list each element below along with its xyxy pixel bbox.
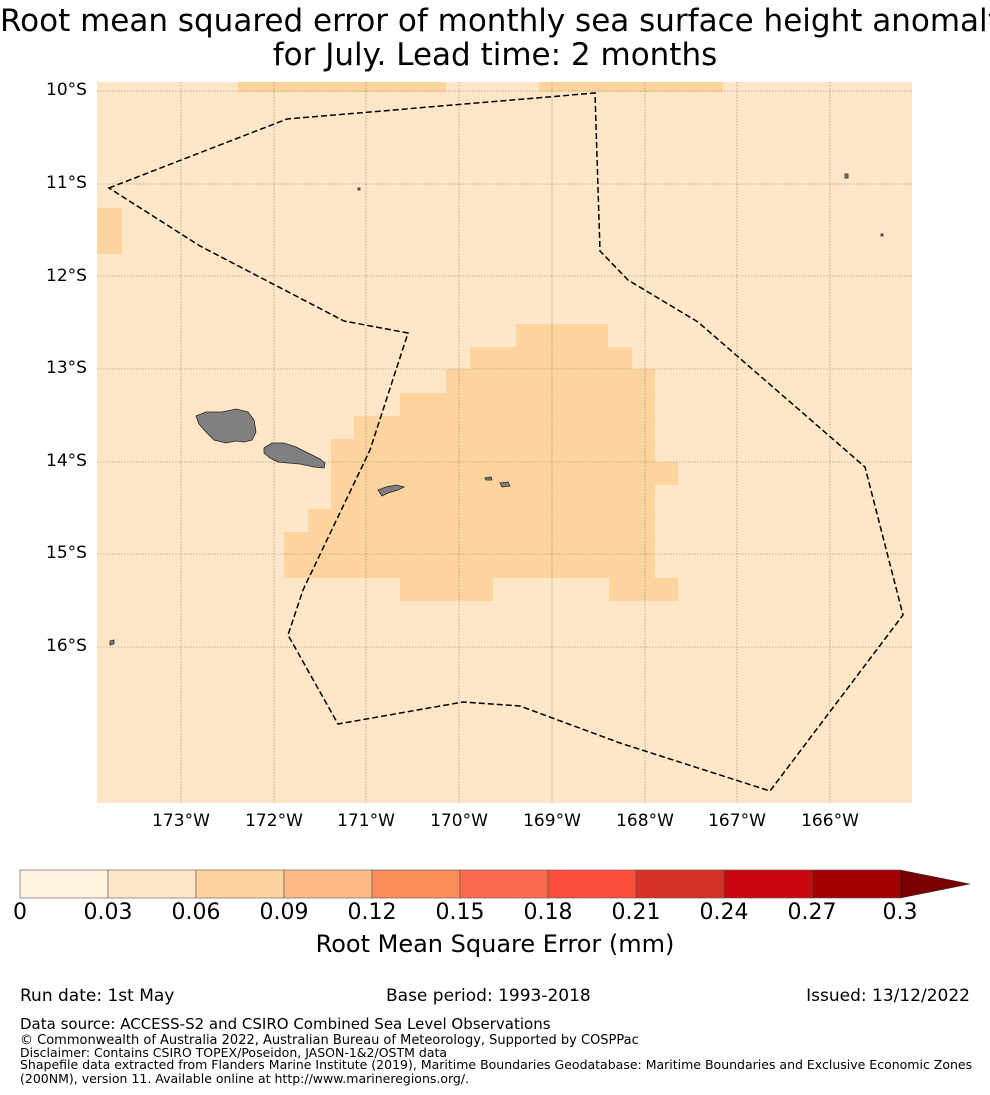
lon-label-167w: 167°W: [708, 811, 766, 831]
lat-label-13s: 13°S: [46, 358, 87, 378]
tau-island: [499, 481, 511, 488]
lon-label-171w: 171°W: [337, 811, 395, 831]
base-period: Base period: 1993-2018: [386, 986, 591, 1006]
colorbar-tick-label: 0.09: [259, 900, 309, 925]
lon-label-166w: 166°W: [801, 811, 859, 831]
colorbar-tick-label: 0.06: [171, 900, 221, 925]
colorbar-tick-label: 0.03: [83, 900, 133, 925]
colorbar-tick-label: 0.3: [882, 900, 918, 925]
colorbar-segment: [635, 869, 725, 899]
shapefile-credit-1: Shapefile data extracted from Flanders M…: [20, 1057, 973, 1072]
rmse-anomaly-cells: [97, 82, 723, 601]
copyright: © Commonwealth of Australia 2022, Austra…: [20, 1033, 639, 1048]
lon-label-169w: 169°W: [523, 811, 581, 831]
colorbar-segment: [547, 869, 637, 899]
colorbar-segment: [811, 869, 901, 899]
lon-label-173w: 173°W: [152, 811, 210, 831]
issued-date: Issued: 13/12/2022: [806, 986, 970, 1006]
title-line-1: Root mean squared error of monthly sea s…: [0, 3, 990, 39]
colorbar-segment: [107, 869, 197, 899]
savaii-island: [195, 408, 257, 444]
small-island-east-2: [880, 233, 884, 237]
lon-label-170w: 170°W: [430, 811, 488, 831]
colorbar-segment: [371, 869, 461, 899]
data-source: Data source: ACCESS-S2 and CSIRO Combine…: [20, 1015, 551, 1033]
small-island-north: [357, 187, 361, 191]
eez-boundary-north: [107, 92, 904, 792]
lon-label-168w: 168°W: [616, 811, 674, 831]
colorbar-tick-label: 0.12: [347, 900, 397, 925]
lat-label-10s: 10°S: [46, 80, 87, 100]
shapefile-credit-2: (200NM), version 11. Available online at…: [20, 1071, 470, 1086]
colorbar-segment: [283, 869, 373, 899]
small-island-west: [109, 639, 115, 646]
colorbar-segment: [19, 869, 109, 899]
lon-label-172w: 172°W: [245, 811, 303, 831]
colorbar-tick-label: 0: [13, 900, 27, 925]
small-island-east: [844, 173, 849, 179]
colorbar-segment: [459, 869, 549, 899]
chart-title: Root mean squared error of monthly sea s…: [0, 4, 990, 72]
lat-label-15s: 15°S: [46, 543, 87, 563]
disclaimer: Disclaimer: Contains CSIRO TOPEX/Poseido…: [20, 1045, 448, 1060]
lat-label-12s: 12°S: [46, 266, 87, 286]
colorbar-tick-label: 0.27: [787, 900, 837, 925]
lat-label-16s: 16°S: [46, 636, 87, 656]
map-gridlines: [97, 82, 912, 803]
ofu-island: [484, 476, 493, 481]
lat-label-11s: 11°S: [46, 173, 87, 193]
colorbar-tick-label: 0.18: [523, 900, 573, 925]
tutuila-island: [377, 484, 406, 497]
colorbar-segment: [723, 869, 813, 899]
colorbar-tick-label: 0.21: [611, 900, 661, 925]
title-line-2: for July. Lead time: 2 months: [272, 37, 718, 73]
colorbar-extend-arrow: [899, 869, 971, 899]
samoa-islands: [109, 173, 884, 646]
colorbar-tick-label: 0.24: [699, 900, 749, 925]
colorbar-segment: [195, 869, 285, 899]
colorbar: [19, 869, 971, 899]
lat-label-14s: 14°S: [46, 451, 87, 471]
upolu-island: [263, 442, 326, 469]
run-date: Run date: 1st May: [20, 986, 175, 1006]
colorbar-tick-label: 0.15: [435, 900, 485, 925]
colorbar-label: Root Mean Square Error (mm): [315, 930, 675, 958]
